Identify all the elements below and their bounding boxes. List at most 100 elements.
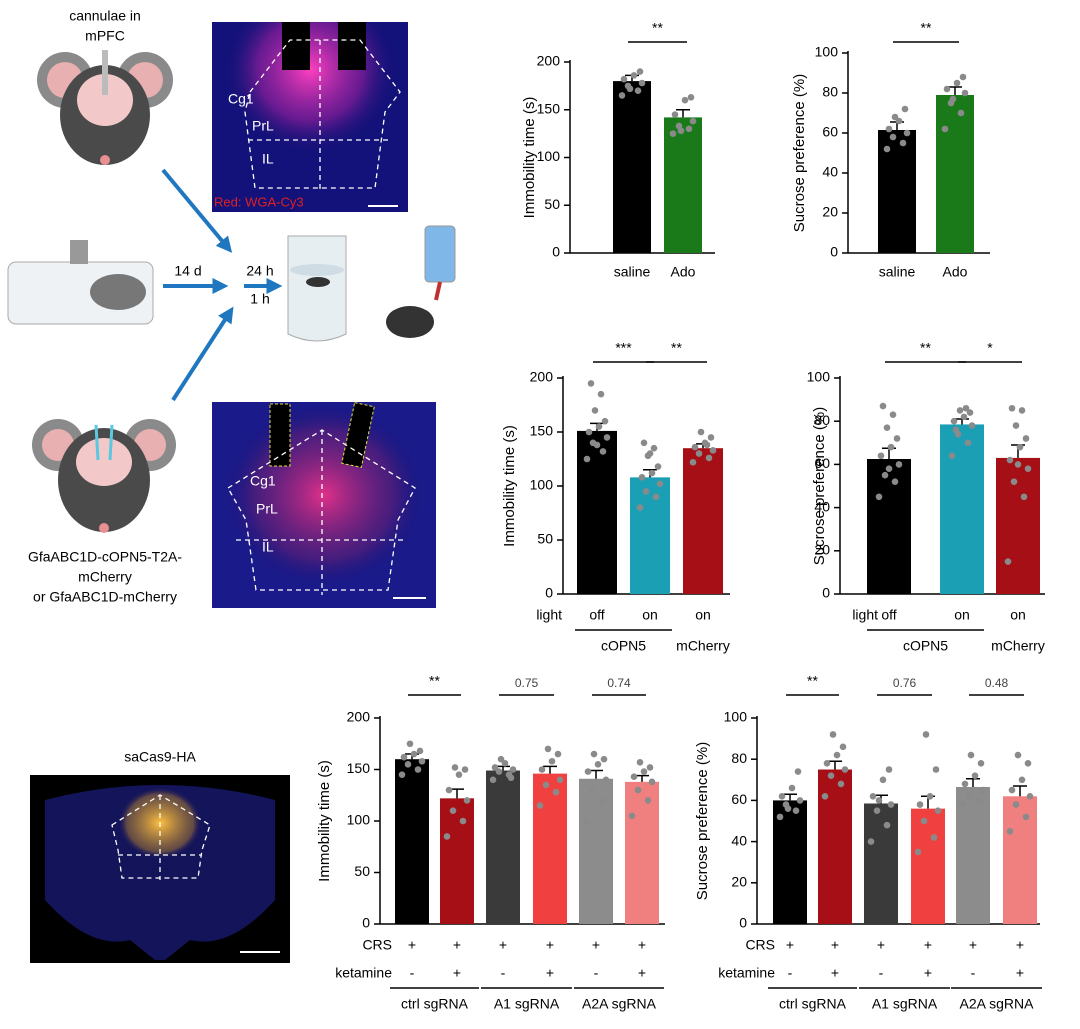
region-label: PrL (252, 118, 274, 134)
data-point (685, 125, 693, 133)
y-tick-label: 80 (814, 412, 830, 428)
group-label: cOPN5 (601, 638, 646, 654)
data-point (967, 751, 975, 759)
x-tick-label: + (638, 937, 646, 953)
data-point (839, 743, 847, 751)
data-point (642, 488, 650, 495)
data-point (943, 85, 951, 93)
region-label: PrL (256, 501, 278, 517)
data-point (1020, 493, 1028, 501)
x-tick-label: - (971, 965, 976, 981)
y-axis-label: Immobility time (s) (501, 425, 518, 547)
bar (664, 117, 702, 253)
data-point (879, 776, 887, 784)
data-point (875, 493, 883, 501)
data-point (883, 821, 891, 829)
data-point (451, 764, 459, 771)
data-point (588, 786, 596, 794)
y-axis-label: Immobility time (s) (316, 760, 333, 882)
significance-label: 0.75 (515, 676, 539, 690)
data-point (962, 404, 970, 412)
data-point (869, 792, 877, 800)
data-point (400, 753, 408, 761)
error-bar (783, 793, 797, 801)
y-tick-label: 40 (814, 498, 830, 514)
data-point (497, 755, 505, 763)
data-point (1010, 478, 1018, 485)
data-point (709, 447, 717, 454)
data-point (1018, 776, 1026, 784)
y-tick-label: 20 (822, 204, 838, 220)
data-point (953, 79, 961, 87)
arrow (171, 306, 234, 402)
data-point (618, 92, 626, 99)
y-tick-label: 200 (530, 369, 554, 385)
timeline-label: 1 h (250, 291, 269, 307)
error-bar (828, 760, 842, 770)
significance-label: *** (615, 340, 632, 356)
data-point (829, 731, 837, 738)
data-point (899, 139, 907, 147)
data-point (867, 838, 875, 845)
x-tick-label: + (786, 937, 794, 953)
significance-label: ** (429, 673, 440, 689)
data-point (654, 463, 662, 470)
data-point (501, 760, 509, 767)
data-point (1012, 422, 1020, 429)
data-point (538, 766, 546, 773)
group-label: mCherry (676, 638, 730, 654)
group-label: A2A sgRNA (582, 996, 657, 1012)
data-point (934, 807, 942, 814)
data-point (889, 133, 897, 141)
data-point (1006, 456, 1014, 464)
data-point (889, 411, 897, 419)
y-tick-label: 80 (731, 750, 747, 766)
data-point (1012, 801, 1020, 808)
bar (625, 781, 659, 924)
data-point (948, 452, 956, 460)
data-point (648, 778, 656, 786)
data-point (1014, 751, 1022, 759)
data-point (544, 745, 552, 753)
data-point (640, 439, 648, 447)
data-point (445, 786, 453, 794)
x-tick-label: on (642, 607, 658, 623)
y-axis-label: Sucrose preference (%) (694, 742, 711, 900)
data-point (414, 766, 422, 773)
x-tick-label: + (638, 965, 646, 981)
data-point (585, 428, 593, 436)
x-tick-label: + (877, 937, 885, 953)
data-point (776, 813, 784, 821)
bar (486, 770, 520, 924)
data-point (794, 768, 802, 775)
significance-label: ** (807, 673, 818, 689)
data-point (599, 448, 607, 455)
x-tick-label: on (954, 607, 970, 623)
y-tick-label: 0 (830, 244, 838, 260)
y-axis-label: Sucrose preference (%) (811, 407, 828, 565)
mouse-head (32, 419, 176, 533)
data-point (630, 773, 638, 781)
group-label: A1 sgRNA (872, 996, 938, 1012)
data-point (881, 471, 889, 479)
construct-label: mCherry (78, 569, 132, 585)
y-tick-label: 100 (807, 369, 831, 385)
x-tick-label: off (881, 607, 896, 623)
x-tick-label: saline (879, 264, 916, 280)
data-point (833, 751, 841, 759)
timeline-label: 14 d (174, 263, 201, 279)
error-bar (635, 774, 649, 782)
row-label: ketamine (718, 965, 775, 981)
y-tick-label: 0 (362, 915, 370, 931)
data-point (652, 493, 660, 501)
data-point (1016, 443, 1024, 451)
data-point (626, 85, 634, 93)
data-point (597, 390, 605, 398)
data-point (877, 452, 885, 460)
data-point (601, 417, 609, 425)
row-label: CRS (362, 937, 392, 953)
data-point (926, 792, 934, 800)
micrograph (212, 402, 436, 608)
data-point (887, 801, 895, 808)
data-point (968, 422, 976, 429)
